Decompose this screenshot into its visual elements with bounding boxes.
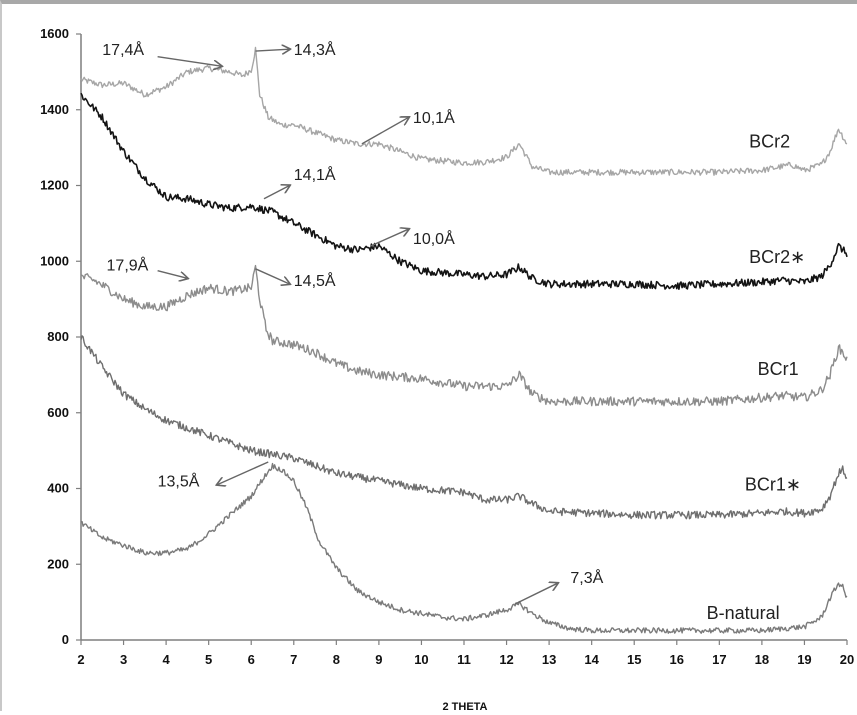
- x-tick-label: 3: [120, 652, 127, 667]
- annotation-arrow: [370, 229, 408, 247]
- x-tick-label: 8: [333, 652, 340, 667]
- series-layer: [80, 46, 848, 634]
- x-tick-label: 5: [205, 652, 212, 667]
- annotation-label: 14,3Å: [294, 40, 336, 59]
- y-tick-label: 400: [47, 481, 69, 496]
- annotation-arrow: [157, 270, 188, 279]
- y-tick-label: 1200: [40, 178, 69, 193]
- annotation-arrow: [361, 117, 409, 145]
- x-tick-label: 19: [797, 652, 811, 667]
- x-tick-label: 9: [375, 652, 382, 667]
- annotation-arrow: [157, 56, 222, 66]
- series-line-bcr1: [80, 264, 848, 407]
- y-tick-label: 0: [62, 632, 69, 647]
- annotation-label: 14,5Å: [294, 271, 336, 290]
- annotation-label: 17,9Å: [107, 256, 149, 275]
- xrd-chart: 0 200 400 600 800 1000 1200 1400 1600 2 3 4 5 6 7 8 9 10 1…: [40, 26, 854, 713]
- annotation-arrow: [514, 583, 558, 605]
- y-tick-label: 1400: [40, 102, 69, 117]
- annotations-layer: 17,4Å 14,3Å 10,1Å 14,1Å 10,0Å 17,9Å 14,5Å 13,5Å…: [102, 40, 604, 605]
- series-line-bcr2: [80, 92, 848, 291]
- y-tick-label: 1000: [40, 253, 69, 268]
- x-tick-label: 2: [77, 652, 84, 667]
- x-tick-label: 4: [162, 652, 170, 667]
- annotation-arrow: [217, 461, 269, 485]
- x-tick-label: 15: [627, 652, 641, 667]
- series-line-bcr2: [80, 46, 848, 176]
- x-tick-label: 10: [414, 652, 428, 667]
- annotation-label: 14,1Å: [294, 165, 336, 184]
- x-tick-label: 16: [670, 652, 684, 667]
- x-tick-label: 20: [840, 652, 854, 667]
- axes: 0 200 400 600 800 1000 1200 1400 1600 2 3 4 5 6 7 8 9 10 1…: [40, 26, 854, 667]
- annotation-arrow: [255, 268, 289, 284]
- x-tick-label: 12: [499, 652, 513, 667]
- x-tick-label: 6: [248, 652, 255, 667]
- series-label: B-natural: [707, 603, 780, 623]
- annotation-label: 13,5Å: [158, 472, 200, 491]
- annotation-arrow: [255, 49, 289, 51]
- y-tick-label: 1600: [40, 26, 69, 41]
- series-line-bcr1: [80, 335, 848, 520]
- y-tick-label: 200: [47, 556, 69, 571]
- series-label: BCr2: [749, 132, 790, 152]
- x-tick-label: 17: [712, 652, 726, 667]
- y-tick-label: 800: [47, 329, 69, 344]
- x-tick-label: 11: [457, 652, 471, 667]
- series-labels-layer: BCr2 BCr2∗ BCr1 BCr1∗ B-natural: [707, 132, 806, 624]
- x-tick-label: 7: [290, 652, 297, 667]
- annotation-label: 17,4Å: [102, 40, 144, 59]
- y-tick-label: 600: [47, 405, 69, 420]
- x-tick-label: 18: [755, 652, 769, 667]
- annotation-arrow: [263, 186, 290, 200]
- x-tick-label: 13: [542, 652, 556, 667]
- annotation-label: 10,0Å: [413, 229, 455, 248]
- series-label: BCr1: [758, 359, 799, 379]
- annotation-label: 7,3Å: [570, 568, 603, 587]
- x-axis-title: 2 THETA: [442, 701, 487, 713]
- series-label: BCr1∗: [745, 474, 801, 494]
- x-tick-label: 14: [584, 652, 599, 667]
- series-label: BCr2∗: [749, 247, 805, 267]
- annotation-label: 10,1Å: [413, 108, 455, 127]
- series-line-b-natural: [80, 462, 848, 634]
